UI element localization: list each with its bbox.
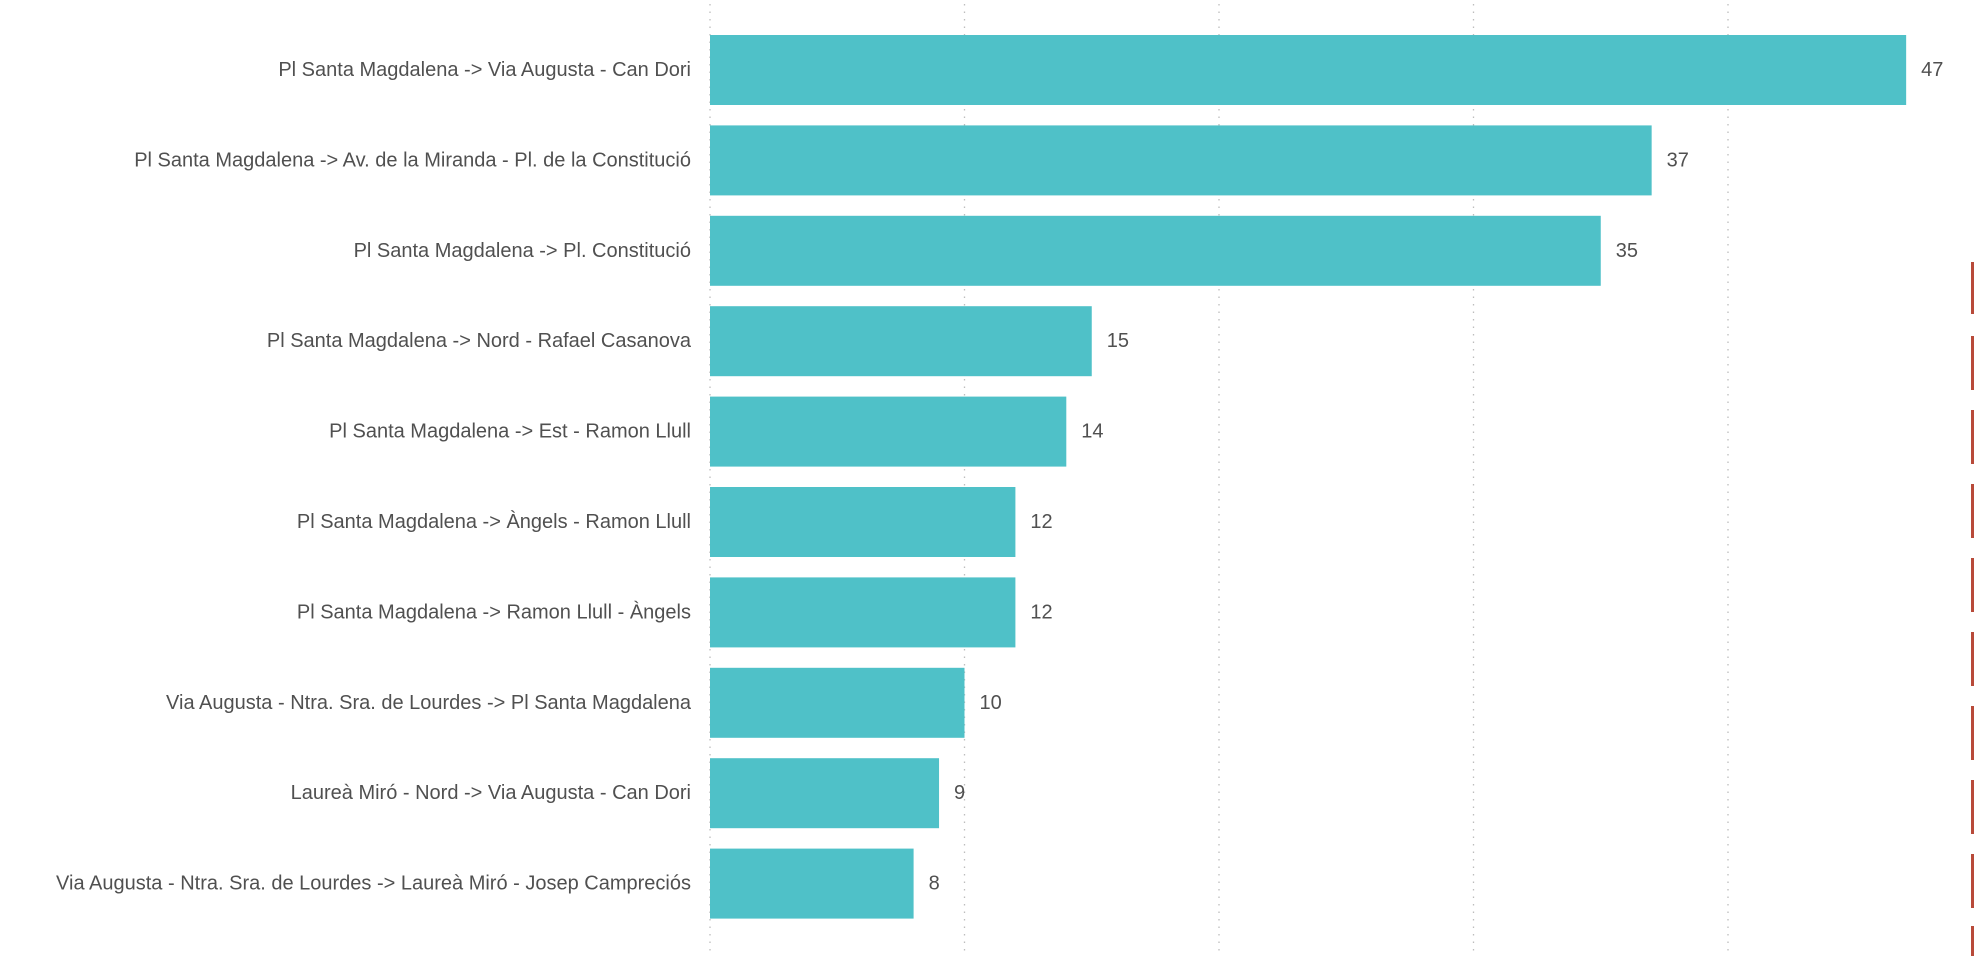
bars [710,35,1907,919]
data-label: 8 [929,873,940,895]
edge-marker [1971,706,1974,760]
data-label: 9 [954,782,965,804]
bar[interactable] [710,215,1601,286]
data-label: 37 [1667,149,1689,171]
bar[interactable] [710,396,1067,467]
bar[interactable] [710,35,1907,105]
bar[interactable] [710,758,940,829]
edge-marker [1971,484,1974,538]
category-label: Via Augusta - Ntra. Sra. de Lourdes -> P… [166,692,692,714]
data-label: 12 [1030,511,1052,533]
data-label: 10 [980,692,1002,714]
category-label: Pl Santa Magdalena -> Ramon Llull - Ànge… [297,600,691,623]
category-label: Pl Santa Magdalena -> Est - Ramon Llull [329,421,691,443]
edge-marker [1971,926,1974,956]
edge-marker [1971,558,1974,612]
data-label: 35 [1616,240,1638,262]
category-label: Pl Santa Magdalena -> Via Augusta - Can … [278,59,691,81]
category-label: Pl Santa Magdalena -> Pl. Constitució [354,240,691,262]
bar[interactable] [710,577,1016,648]
edge-marker [1971,854,1974,908]
bar[interactable] [710,848,914,919]
data-label: 15 [1107,330,1129,352]
bar[interactable] [710,667,965,738]
data-label: 12 [1030,601,1052,623]
data-label: 47 [1921,59,1943,81]
category-labels: Pl Santa Magdalena -> Via Augusta - Can … [56,59,692,895]
edge-marker [1971,336,1974,390]
category-label: Laureà Miró - Nord -> Via Augusta - Can … [291,782,691,804]
edge-marker [1971,780,1974,834]
edge-marker [1971,632,1974,686]
bar[interactable] [710,306,1092,377]
category-label: Via Augusta - Ntra. Sra. de Lourdes -> L… [56,873,691,895]
category-label: Pl Santa Magdalena -> Av. de la Miranda … [134,149,691,171]
category-label: Pl Santa Magdalena -> Àngels - Ramon Llu… [297,510,691,533]
category-label: Pl Santa Magdalena -> Nord - Rafael Casa… [267,330,692,352]
edge-marker [1971,410,1974,464]
bar[interactable] [710,487,1016,557]
right-edge-markers [1971,262,1974,956]
data-label: 14 [1081,421,1103,443]
bar[interactable] [710,125,1652,196]
data-labels: 47 37 35 15 14 12 12 10 9 8 [929,59,1944,895]
edge-marker [1971,262,1974,314]
